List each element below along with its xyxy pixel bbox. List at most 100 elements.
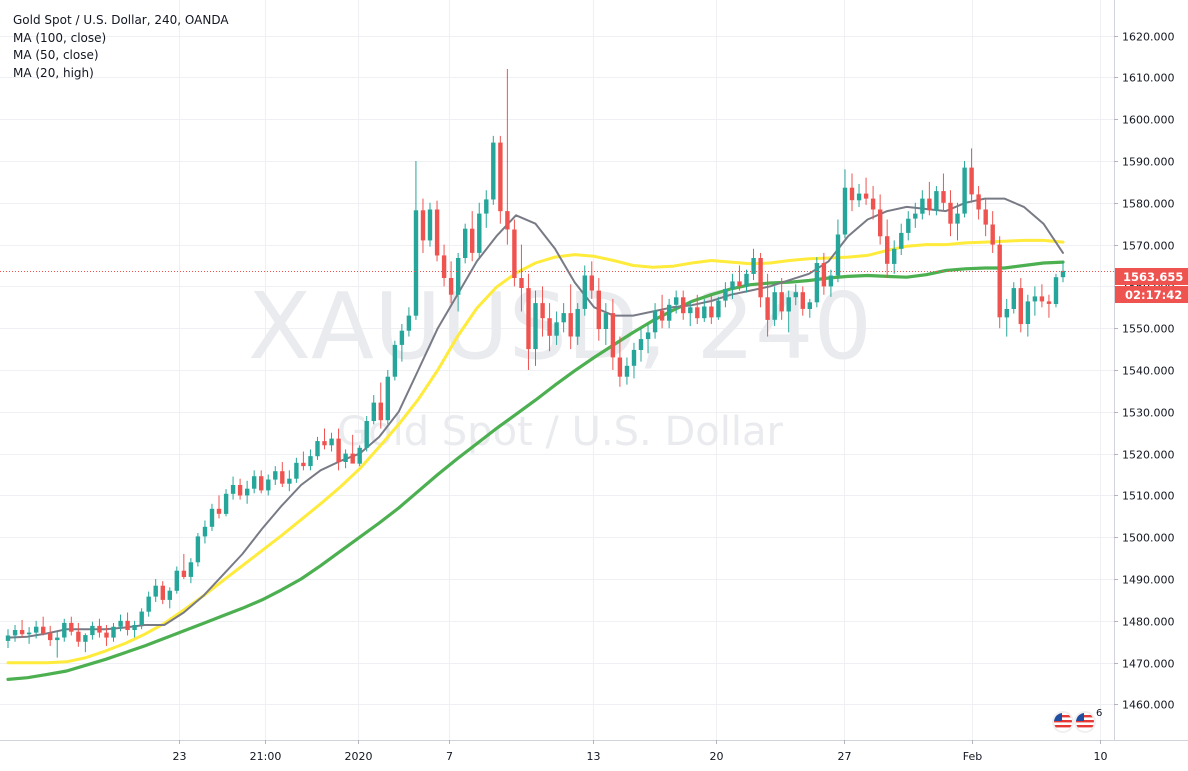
candle-body: [252, 476, 257, 489]
candle-body: [624, 365, 630, 377]
symbol-title[interactable]: Gold Spot / U.S. Dollar, 240, OANDA: [13, 13, 229, 27]
price-tick-label: 1570.000: [1122, 240, 1175, 253]
candle-body: [160, 585, 165, 600]
candle: [920, 190, 925, 220]
candle: [1011, 282, 1016, 314]
candle-body: [856, 193, 862, 201]
candle-body: [913, 213, 918, 219]
candle-body: [723, 288, 728, 301]
candle: [702, 298, 707, 322]
events-count: 6: [1096, 708, 1103, 719]
candle: [941, 173, 946, 212]
price-axis[interactable]: 1460.000 1470.000 1480.000 1490.000 1500.000…: [1114, 0, 1175, 741]
candle: [364, 415, 369, 452]
candle-body: [927, 198, 932, 211]
candle-body: [420, 210, 426, 241]
us-flag-icon[interactable]: [1074, 711, 1096, 733]
candle: [638, 328, 644, 362]
candle: [709, 294, 714, 325]
candle: [273, 466, 278, 485]
candle-body: [245, 488, 250, 496]
candle: [645, 324, 651, 354]
candle: [174, 566, 179, 594]
candle-body: [1032, 296, 1038, 302]
price-tick-label: 1580.000: [1122, 198, 1175, 211]
last-price-label-bg: [1115, 268, 1188, 285]
candle-body: [997, 244, 1002, 318]
candle-body: [617, 357, 623, 377]
candle-body: [266, 479, 271, 491]
candle: [554, 311, 559, 345]
candle: [575, 303, 580, 345]
candle-body: [603, 313, 609, 329]
candle: [280, 461, 285, 488]
price-tick-label: 1520.000: [1122, 449, 1175, 462]
candle: [821, 252, 827, 295]
candle-body: [76, 631, 81, 642]
candle-body: [484, 199, 489, 214]
candle-body: [259, 476, 264, 491]
candle-body: [948, 202, 953, 224]
candle-body: [294, 462, 299, 479]
candle-body: [751, 258, 756, 274]
candle-body: [97, 625, 102, 633]
candle: [561, 303, 566, 333]
candle-body: [772, 292, 777, 320]
time-tick-label: 23: [173, 750, 187, 763]
candle: [786, 290, 791, 333]
candle-body: [561, 313, 566, 323]
candle-body: [589, 275, 594, 291]
candle-body: [934, 191, 939, 211]
candle: [322, 428, 327, 450]
candle: [807, 298, 812, 318]
time-axis[interactable]: 23 21:00 2020 7 13 20 27 Feb 10: [0, 740, 1188, 763]
candle-body: [828, 275, 834, 287]
candle-body: [688, 307, 693, 314]
candle: [463, 223, 468, 264]
candle-body: [223, 493, 229, 514]
candle-body: [1004, 309, 1009, 318]
candle: [688, 301, 693, 327]
us-flag-icon[interactable]: [1052, 711, 1074, 733]
candle: [259, 470, 264, 494]
candle-body: [336, 438, 341, 462]
candle-body: [413, 210, 419, 316]
candle: [899, 223, 904, 256]
candle-body: [301, 462, 306, 467]
indicator-ma50-label[interactable]: MA (50, close): [13, 48, 99, 62]
candle: [779, 278, 784, 320]
candle-body: [132, 625, 137, 630]
candle: [420, 198, 426, 253]
candle: [758, 252, 763, 308]
candle-body: [730, 281, 735, 289]
candle: [997, 236, 1002, 329]
candle: [181, 553, 187, 580]
indicator-ma20-label[interactable]: MA (20, high): [13, 65, 94, 80]
candle: [512, 219, 517, 287]
candle-body: [69, 622, 74, 632]
candle-body: [308, 456, 313, 467]
indicator-ma100-label[interactable]: MA (100, close): [13, 30, 107, 45]
candle: [434, 200, 440, 262]
candle: [863, 177, 869, 205]
candle-body: [758, 258, 763, 298]
watermark-description: Gold Spot / U.S. Dollar: [337, 409, 783, 455]
candle-body: [990, 224, 995, 245]
price-tick-label: 1590.000: [1122, 156, 1175, 169]
time-tick-label: 20: [710, 750, 724, 763]
economic-events-badges[interactable]: 6: [1052, 708, 1108, 741]
candle-body: [287, 478, 292, 484]
candle: [48, 625, 53, 646]
us-flag-graphic: [1076, 713, 1094, 731]
candle: [533, 290, 538, 366]
candle: [856, 183, 862, 207]
candle-body: [26, 632, 32, 635]
candle-body: [920, 198, 925, 214]
candle-body: [744, 273, 749, 287]
candle: [350, 434, 355, 464]
candle-body: [638, 339, 644, 350]
candle: [385, 370, 390, 425]
candle: [983, 198, 988, 237]
time-tick-label: 27: [838, 750, 852, 763]
